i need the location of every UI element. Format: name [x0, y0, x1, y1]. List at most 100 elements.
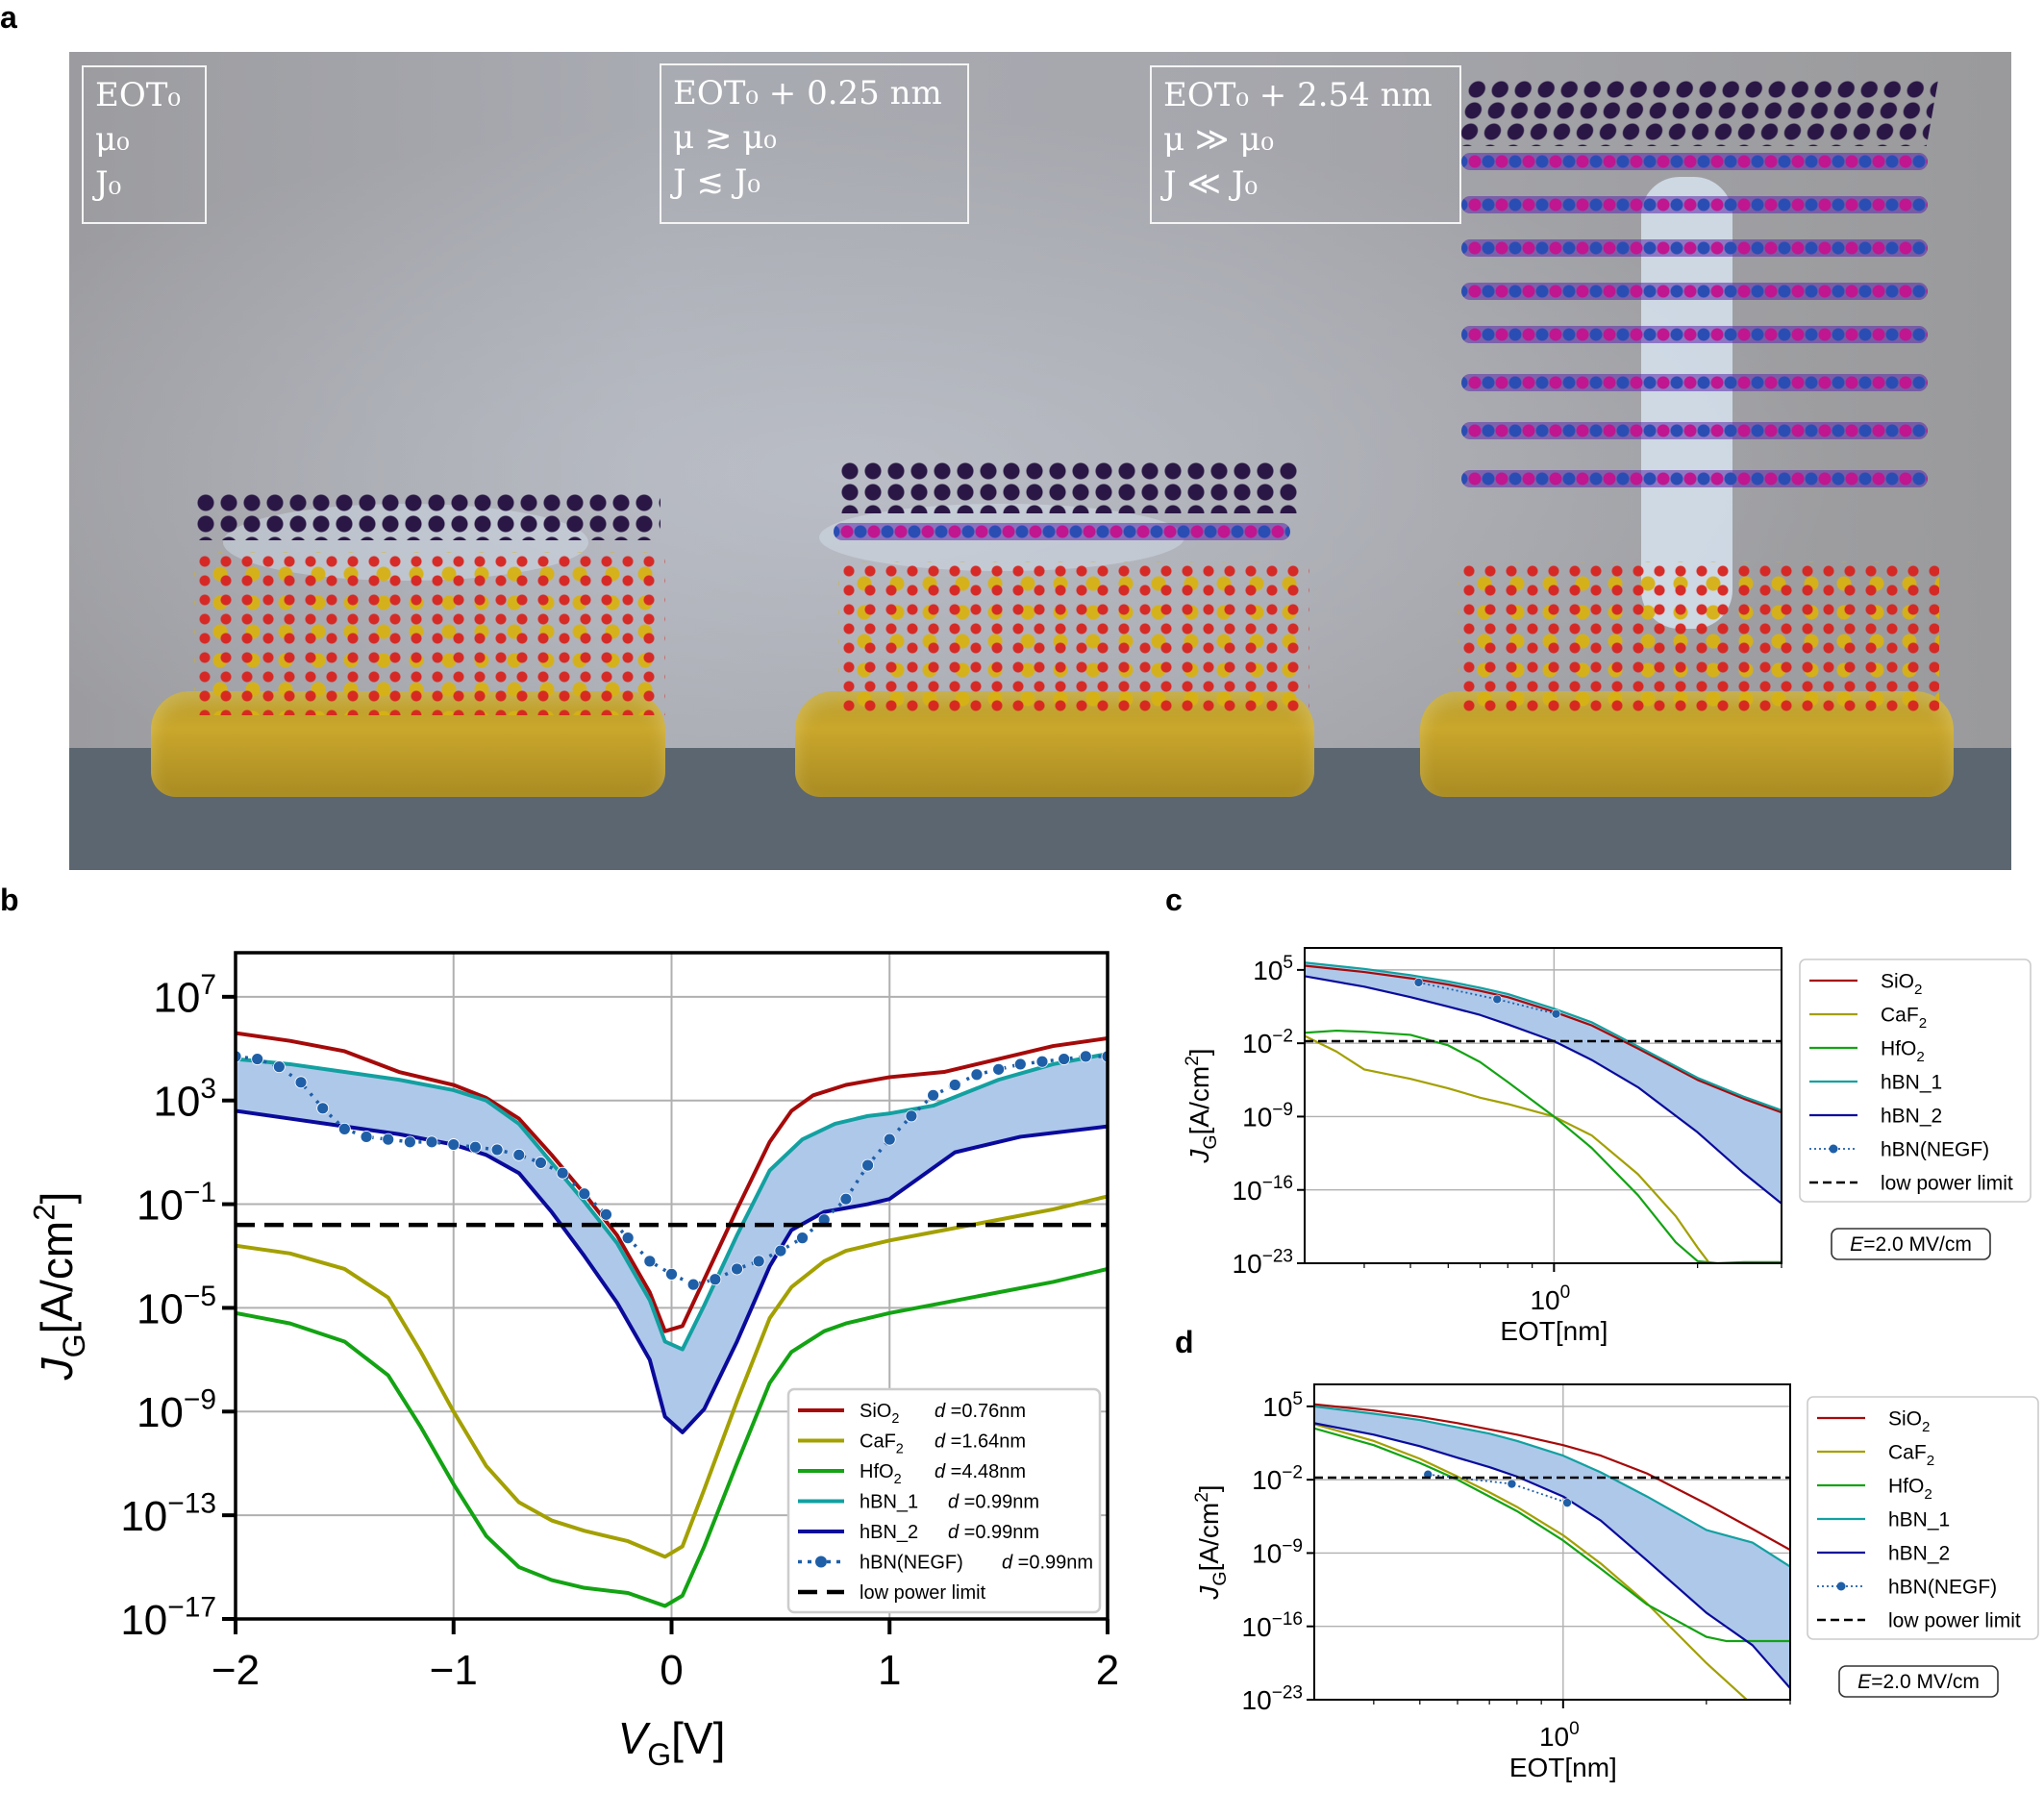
chart-panel-c: 10510−210−910−1610−23100EOT[nm]JG[A/cm2]…	[1183, 947, 2032, 1346]
tick-base: 10	[1233, 1176, 1262, 1206]
data-point-negf	[512, 1148, 526, 1161]
label-main: CaF	[1888, 1442, 1927, 1464]
label-main: HfO	[860, 1461, 894, 1482]
legend-box	[1799, 958, 2032, 1203]
eot-label: EOT₀	[95, 76, 182, 114]
label-main: hBN_2	[1881, 1106, 1942, 1128]
data-point-negf	[251, 1053, 264, 1065]
panel-letter-c: c	[1165, 883, 1183, 917]
thickness-value: =1.64nm	[945, 1431, 1026, 1453]
label-subscript: 2	[1924, 1486, 1932, 1503]
data-point-negf	[578, 1187, 591, 1201]
tick-base: 10	[120, 1597, 167, 1644]
legend-marker-negf	[815, 1556, 827, 1568]
plot-marks	[236, 1031, 1108, 1608]
legend-label-NEGF: hBN(NEGF)	[860, 1553, 963, 1574]
fill-between-hbn	[1314, 1406, 1790, 1689]
y-tick-label: 107	[153, 969, 216, 1021]
label-subscript: 2	[896, 1442, 904, 1457]
y-axis-label: JG[A/cm2]	[28, 1192, 91, 1381]
data-point-negf	[970, 1068, 984, 1082]
data-point-negf	[709, 1273, 722, 1286]
tick-exponent: 0	[1560, 1282, 1571, 1303]
tick-exponent: −23	[1262, 1246, 1293, 1266]
y-tick-label: 10−2	[1252, 1462, 1303, 1495]
data-point-negf	[839, 1192, 853, 1206]
label-main: J	[32, 1357, 82, 1381]
data-point-negf	[774, 1244, 787, 1257]
thickness-symbol: d	[935, 1401, 946, 1422]
y-axis-label: JG[A/cm2]	[1183, 1048, 1221, 1163]
annotation-box-eot-plus-025: EOT₀ + 0.25 nm μ ≳ μ₀ J ≲ J₀	[660, 63, 969, 224]
tick-base: 10	[1242, 1029, 1272, 1058]
data-point-negf	[905, 1109, 918, 1123]
tick-exponent: −17	[167, 1591, 216, 1623]
label-unit: ]	[1194, 1484, 1224, 1492]
label-subscript: G	[647, 1737, 671, 1772]
label-main: SiO	[860, 1401, 891, 1422]
data-point-negf	[272, 1060, 286, 1074]
series-line-hBN_1	[1314, 1405, 1790, 1568]
data-point-negf	[469, 1140, 482, 1154]
tick-base: 10	[1242, 1685, 1272, 1715]
y-tick-label: 10−5	[137, 1281, 216, 1332]
data-point-negf	[1551, 1008, 1561, 1019]
legend-label-hBN_2: hBN_2	[1881, 1106, 1942, 1128]
label-main: hBN_2	[1888, 1543, 1950, 1565]
fill-between-hbn	[236, 1054, 1108, 1432]
tick-base: 10	[1242, 1612, 1272, 1642]
x-tick-label: −1	[430, 1647, 478, 1694]
x-axis-label: EOT[nm]	[1509, 1753, 1617, 1782]
label-subscript: 2	[1927, 1453, 1934, 1469]
current-label: J ≲ J₀	[673, 162, 760, 201]
y-tick-label: 105	[1253, 953, 1293, 985]
y-tick-label: 10−23	[1233, 1246, 1293, 1279]
legend-label-CaF2: CaF2	[860, 1431, 904, 1457]
data-point-negf	[425, 1135, 438, 1149]
data-point-negf	[1079, 1050, 1092, 1063]
label-main: hBN(NEGF)	[860, 1553, 963, 1574]
y-axis-label: JG[A/cm2]	[1192, 1484, 1231, 1600]
field-symbol: E	[1857, 1671, 1872, 1693]
label-superscript: 2	[1192, 1492, 1212, 1503]
x-axis-label: VG[V]	[618, 1713, 726, 1772]
tick-exponent: −16	[1262, 1173, 1293, 1193]
x-tick-label: −2	[212, 1647, 260, 1694]
label-main: low power limit	[1881, 1173, 2013, 1195]
label-main: hBN_1	[1888, 1509, 1950, 1531]
panel-letter-b: b	[0, 883, 19, 917]
tick-base: 10	[120, 1493, 167, 1540]
legend-label-HfO2: HfO2	[860, 1461, 902, 1487]
legend-box	[1807, 1396, 2039, 1640]
data-point-negf	[1492, 994, 1503, 1005]
tick-exponent: 0	[1569, 1719, 1580, 1739]
thickness-symbol: d	[948, 1492, 960, 1513]
tick-base: 10	[1539, 1722, 1569, 1752]
label-subscript: 2	[1922, 1419, 1930, 1435]
legend-label-limit: low power limit	[1881, 1173, 2013, 1195]
thickness-value: =0.99nm	[1012, 1553, 1093, 1574]
data-point-negf	[316, 1102, 330, 1115]
x-tick-label: 100	[1539, 1719, 1580, 1752]
mobility-label: μ ≳ μ₀	[673, 118, 777, 157]
data-point-negf	[752, 1255, 765, 1268]
legend-label-HfO2: HfO2	[1881, 1038, 1925, 1065]
label-unit: [V]	[671, 1713, 725, 1763]
label-subscript: G	[57, 1333, 91, 1357]
label-subscript: 2	[894, 1472, 902, 1487]
legend-marker-negf	[1829, 1144, 1838, 1154]
tick-exponent: 7	[200, 969, 216, 1001]
data-point-negf	[600, 1207, 612, 1221]
tick-base: 10	[1242, 1103, 1272, 1133]
axes-frame	[1304, 947, 1782, 1264]
data-point-negf	[665, 1267, 678, 1281]
panel-letter-a: a	[0, 0, 17, 35]
series-line-SiO2	[1314, 1403, 1790, 1552]
current-label: J₀	[95, 164, 122, 203]
label-main: low power limit	[860, 1582, 986, 1604]
legend-thickness-CaF2: d =1.64nm	[935, 1431, 1026, 1453]
data-point-negf	[1562, 1498, 1572, 1507]
tick-base: 10	[1252, 1539, 1282, 1569]
field-symbol: E	[1850, 1233, 1864, 1256]
